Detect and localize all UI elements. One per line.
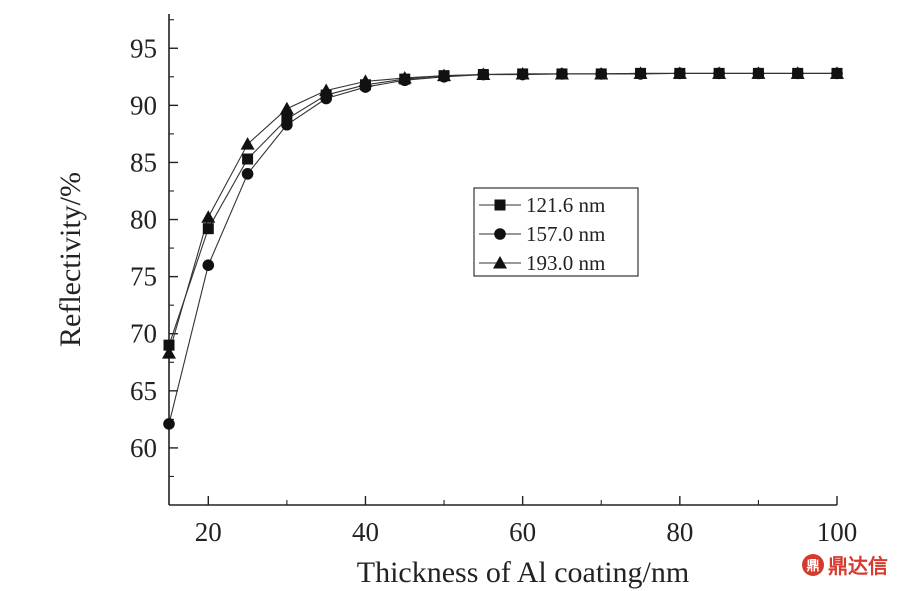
data-point-triangle	[358, 74, 373, 87]
data-point-triangle	[319, 83, 334, 97]
data-point-triangle	[554, 66, 569, 80]
legend-marker-circle	[494, 228, 506, 240]
data-point-triangle	[515, 66, 530, 80]
legend-label: 157.0 nm	[526, 222, 605, 246]
data-point-triangle	[594, 66, 609, 80]
y-tick-label: 75	[130, 262, 157, 292]
legend-marker-triangle	[493, 256, 507, 269]
data-point-square	[202, 223, 214, 235]
y-tick-label: 65	[130, 376, 157, 406]
data-point-triangle	[162, 346, 176, 359]
data-point-triangle	[279, 101, 294, 115]
data-point-triangle	[751, 66, 766, 79]
series-line	[168, 72, 837, 354]
series-markers	[162, 66, 844, 430]
data-point-circle	[202, 259, 215, 272]
data-point-triangle	[201, 210, 216, 223]
watermark: 鼎 鼎达信	[802, 550, 888, 579]
x-tick-label: 80	[666, 517, 693, 547]
legend: 121.6 nm 157.0 nm 193.0 nm	[473, 187, 639, 277]
watermark-text: 鼎达信	[828, 554, 888, 578]
y-tick-label: 80	[130, 205, 157, 235]
legend-label: 193.0 nm	[526, 251, 605, 275]
data-point-triangle	[476, 67, 491, 81]
data-point-triangle	[437, 68, 452, 82]
legend-label: 121.6 nm	[526, 193, 605, 217]
y-axis-title: Reflectivity/%	[54, 172, 87, 347]
data-point-triangle	[633, 66, 648, 79]
x-tick-label: 100	[817, 517, 858, 547]
y-tick-label: 95	[130, 33, 157, 63]
y-tick-label: 85	[130, 147, 157, 177]
data-point-triangle	[397, 70, 412, 84]
y-tick-label: 70	[130, 319, 157, 349]
legend-marker-square	[494, 199, 506, 211]
data-point-triangle	[712, 66, 727, 79]
y-tick-label: 60	[130, 433, 157, 463]
data-point-triangle	[830, 66, 844, 79]
series-lines	[168, 72, 837, 425]
watermark-logo-icon: 鼎	[802, 553, 824, 576]
y-tick-label: 90	[130, 90, 157, 120]
x-axis-title: Thickness of Al coating/nm	[357, 556, 689, 589]
data-point-triangle	[672, 66, 687, 79]
data-point-circle	[281, 118, 293, 131]
data-point-triangle	[790, 66, 805, 79]
data-point-square	[242, 153, 254, 165]
axes: 60 65 70 75 80 85 90 95 20 40 60 80 100 Thickness of …	[54, 14, 857, 589]
x-tick-label: 40	[352, 517, 379, 547]
data-point-circle	[241, 168, 254, 180]
x-tick-label: 60	[509, 517, 536, 547]
data-point-circle	[163, 418, 175, 430]
data-point-square	[163, 339, 175, 351]
data-point-triangle	[240, 137, 255, 150]
x-tick-label: 20	[195, 517, 222, 547]
